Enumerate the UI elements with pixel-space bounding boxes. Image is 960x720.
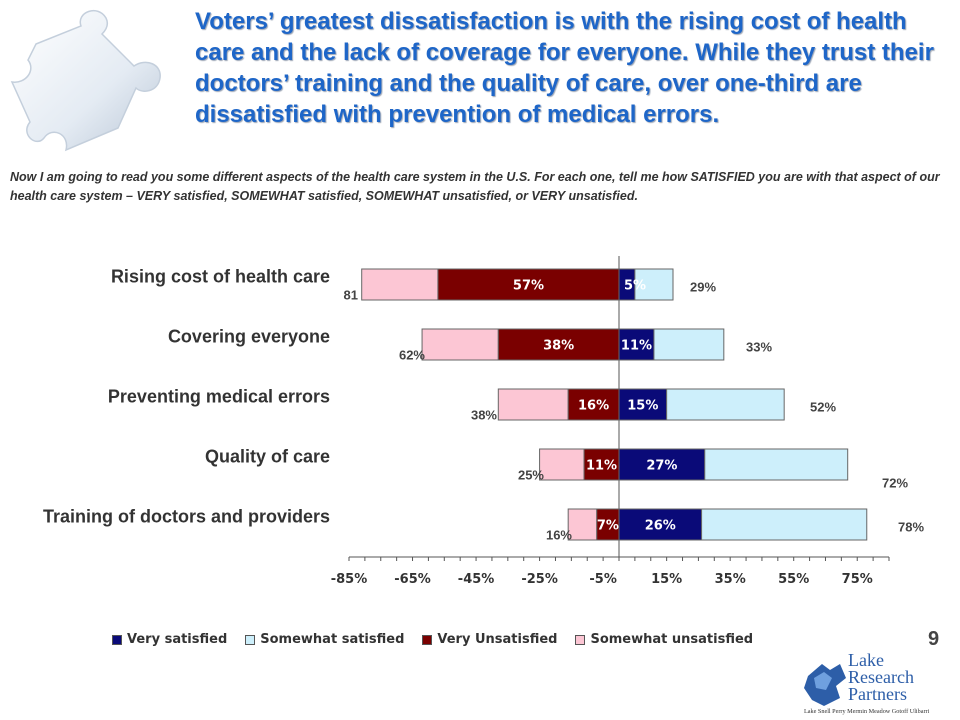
total-unsatisfied-label: 62% — [399, 348, 425, 363]
total-unsatisfied-label: 38% — [471, 408, 497, 423]
legend-item-somewhat-satisfied: Somewhat satisfied — [245, 632, 404, 647]
bar-somewhat-satisfied — [666, 388, 785, 421]
category-label: Preventing medical errors — [108, 387, 330, 407]
total-unsatisfied-label: 81 — [344, 288, 358, 303]
legend-label-somewhat-satisfied: Somewhat satisfied — [260, 632, 405, 647]
bar-very-satisfied — [618, 328, 655, 361]
logo-line-2: Research — [848, 667, 914, 687]
data-label-very-unsatisfied: 16% — [578, 399, 609, 414]
total-satisfied-label: 52% — [810, 400, 836, 415]
category-label: Training of doctors and providers — [43, 507, 330, 527]
bar-somewhat-unsatisfied — [539, 448, 585, 481]
bar-very-unsatisfied — [567, 388, 620, 421]
x-tick-label: -65% — [394, 572, 431, 587]
bar-very-satisfied — [618, 448, 706, 481]
bar-very-satisfied — [618, 508, 703, 541]
logo-mark-icon — [804, 664, 846, 706]
category-label: Covering everyone — [168, 327, 330, 347]
data-label-very-unsatisfied: 57% — [513, 279, 544, 294]
x-tick-label: -5% — [589, 572, 616, 587]
page-number: 9 — [928, 628, 940, 650]
data-label-very-unsatisfied: 11% — [586, 459, 617, 474]
data-label-very-satisfied: 11% — [621, 339, 652, 354]
data-label-very-satisfied: 27% — [646, 459, 677, 474]
x-tick-label: 15% — [651, 572, 682, 587]
legend-item-somewhat-unsatisfied: Somewhat unsatisfied — [575, 632, 753, 647]
puzzle-piece-image — [10, 9, 161, 152]
chart-legend: Very satisfied Somewhat satisfied Very U… — [112, 632, 771, 647]
logo-line-1: Lake — [848, 650, 884, 670]
total-unsatisfied-label: 25% — [518, 468, 544, 483]
x-tick-label: -25% — [521, 572, 558, 587]
bar-very-unsatisfied — [583, 448, 620, 481]
legend-label-very-unsatisfied: Very Unsatisfied — [437, 632, 558, 647]
bar-somewhat-satisfied — [704, 448, 849, 481]
x-tick-label: 35% — [715, 572, 746, 587]
legend-item-very-satisfied: Very satisfied — [112, 632, 227, 647]
x-tick-label: 55% — [778, 572, 809, 587]
legend-swatch-very-satisfied — [112, 634, 122, 645]
legend-swatch-somewhat-unsatisfied — [575, 634, 586, 645]
legend-swatch-very-unsatisfied — [422, 634, 433, 645]
diverging-bar-chart: -85% -65% -45% -25% -5% 15% 35% 55% 75% Rising co… — [43, 256, 924, 587]
category-label: Rising cost of health care — [111, 267, 330, 287]
data-label-very-unsatisfied: 7% — [597, 519, 619, 534]
total-satisfied-label: 33% — [746, 340, 772, 355]
bar-somewhat-satisfied — [701, 508, 868, 541]
category-label: Quality of care — [205, 447, 330, 467]
data-label-very-satisfied: 26% — [645, 519, 676, 534]
data-label-very-satisfied: 15% — [627, 399, 658, 414]
total-satisfied-label: 72% — [882, 476, 908, 491]
legend-swatch-somewhat-satisfied — [245, 634, 256, 645]
bar-somewhat-unsatisfied — [421, 328, 499, 361]
data-label-very-satisfied: 5% — [624, 279, 646, 294]
total-unsatisfied-label: 16% — [546, 528, 572, 543]
legend-item-very-unsatisfied: Very Unsatisfied — [422, 632, 557, 647]
data-label-very-unsatisfied: 38% — [543, 339, 574, 354]
logo-partner-names: Lake Snell Perry Mermin Meadow Gotoff Ul… — [804, 708, 930, 715]
x-tick-label: -45% — [458, 572, 495, 587]
bar-somewhat-unsatisfied — [361, 268, 439, 301]
bar-somewhat-unsatisfied — [497, 388, 569, 421]
bar-somewhat-unsatisfied — [567, 508, 598, 541]
total-satisfied-label: 29% — [690, 280, 716, 295]
x-tick-label: 75% — [842, 572, 873, 587]
logo-line-3: Partners — [848, 684, 907, 704]
bar-very-satisfied — [618, 388, 668, 421]
company-logo: Lake Research Partners Lake Snell Perry … — [800, 650, 955, 720]
logo-wordmark: Lake Research Partners — [848, 650, 914, 704]
bar-somewhat-satisfied — [634, 268, 674, 301]
survey-question: Now I am going to read you some differen… — [10, 170, 940, 203]
slide-title: Voters’ greatest dissatisfaction is with… — [195, 8, 934, 128]
x-tick-label: -85% — [331, 572, 368, 587]
bar-somewhat-satisfied — [653, 328, 725, 361]
bar-very-unsatisfied — [437, 268, 620, 301]
legend-label-somewhat-unsatisfied: Somewhat unsatisfied — [590, 632, 754, 647]
legend-label-very-satisfied: Very satisfied — [127, 632, 228, 647]
total-satisfied-label: 78% — [898, 520, 924, 535]
